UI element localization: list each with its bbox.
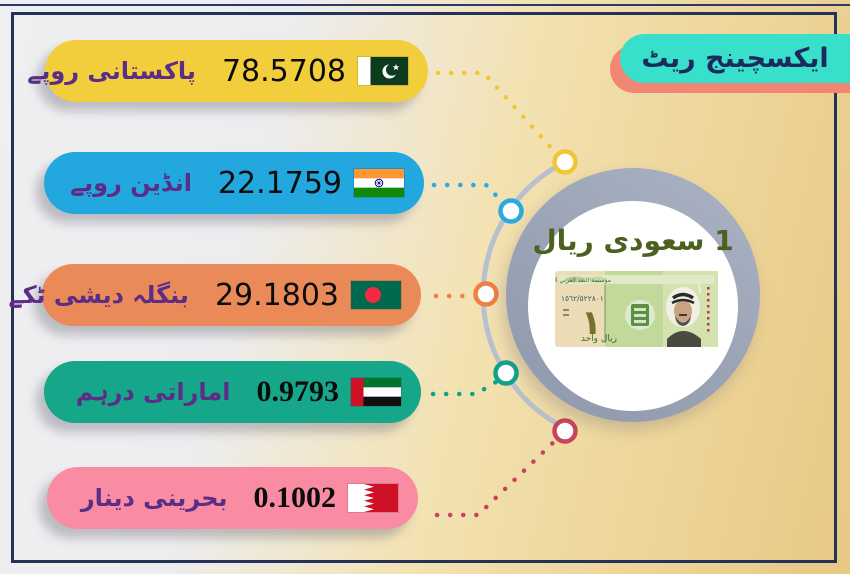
rate-pill-bangladeshi-taka: 29.1803 بنگلہ دیشی ٹکے	[9, 264, 421, 326]
currency-name: انڈین روپے	[70, 169, 192, 197]
currency-name: بنگلہ دیشی ٹکے	[8, 281, 189, 309]
currency-name: اماراتی درہم	[75, 378, 231, 406]
banknote-serial-text: ١٥٦٢/٥٢٢٨٠١	[561, 294, 604, 303]
banknote-large-numeral: ١	[581, 303, 602, 343]
pakistan-flag-icon	[358, 57, 408, 85]
currency-name: بحرینی دینار	[80, 484, 228, 512]
banknote-top-text: مؤسسة النقد العربي السعودي	[555, 277, 611, 284]
page-title: ایکسچینج ریٹ	[641, 43, 829, 74]
title-banner: ایکسچینج ریٹ	[620, 34, 850, 83]
rate-value: 22.1759	[217, 165, 342, 201]
rate-pill-bahraini-dinar: 0.1002 بحرینی دینار	[47, 467, 418, 529]
saudi-1-riyal-banknote: مؤسسة النقد العربي السعودي ١٥٦٢/٥٢٢٨٠١ ١…	[555, 271, 718, 347]
india-flag-icon	[354, 169, 404, 197]
rate-value: 0.9793	[256, 375, 340, 408]
rate-pill-emirati-dirham: 0.9793 اماراتی درہم	[44, 361, 421, 423]
center-label: 1 سعودی ریال	[532, 224, 734, 257]
svg-text:١: ١	[696, 281, 704, 297]
rate-pill-indian-rupee: 22.1759 انڈین روپے	[44, 152, 424, 214]
top-border-line	[0, 4, 850, 6]
rate-value: 29.1803	[214, 277, 339, 313]
rate-pill-pakistani-rupee: 78.5708 پاکستانی روپے	[27, 40, 428, 102]
currency-name: پاکستانی روپے	[27, 57, 196, 85]
bangladesh-flag-icon	[351, 281, 401, 309]
rate-value: 0.1002	[253, 481, 337, 514]
rate-value: 78.5708	[221, 53, 346, 89]
uae-flag-icon	[351, 378, 401, 406]
frame-border	[11, 12, 837, 563]
bahrain-flag-icon	[348, 484, 398, 512]
banknote-bottom-text: ریال واحد	[581, 334, 617, 344]
